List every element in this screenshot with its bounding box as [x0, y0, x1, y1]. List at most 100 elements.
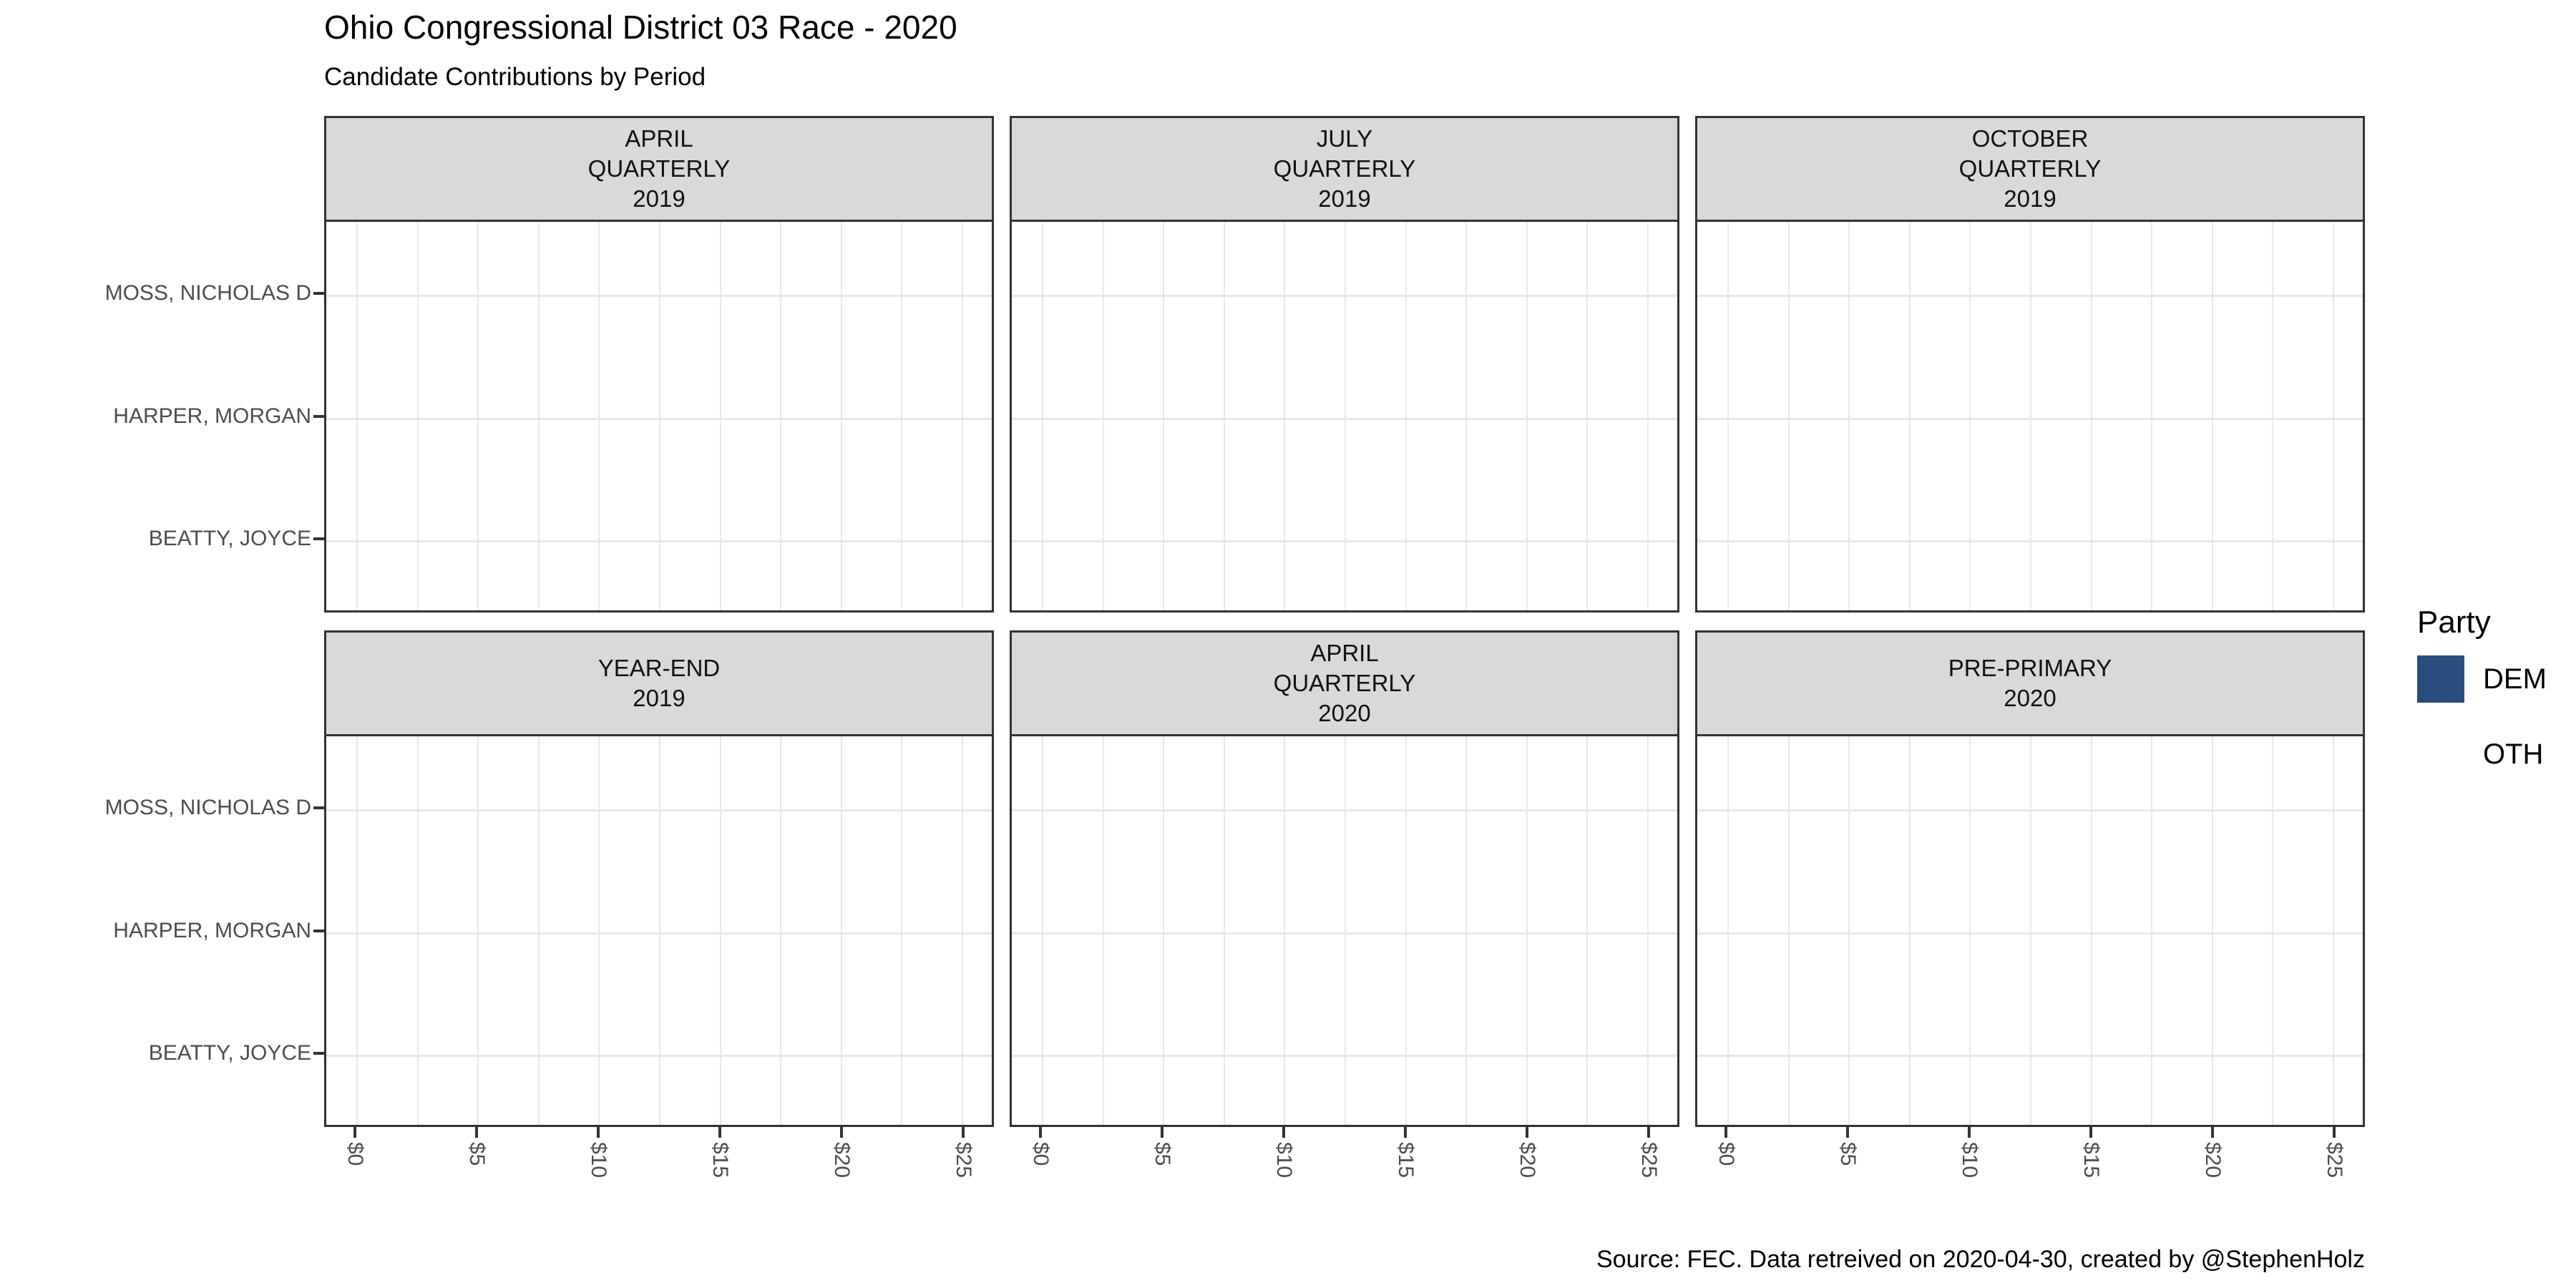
gridline-vertical	[2272, 736, 2274, 1125]
gridline-vertical	[537, 222, 540, 610]
gridline-vertical	[961, 222, 963, 610]
gridline-vertical	[1405, 222, 1407, 610]
facet-strip-label: QUARTERLY	[1273, 155, 1416, 182]
facet-strip-label: 2020	[1318, 700, 1371, 726]
x-axis-tick-label: $20	[1516, 1142, 1539, 1179]
facet-strip-label: QUARTERLY	[587, 155, 731, 182]
y-axis-tick-label: BEATTY, JOYCE	[148, 1041, 311, 1065]
facet-strip-label: 2019	[633, 185, 686, 212]
gridline-vertical	[1345, 222, 1346, 610]
gridline-horizontal	[326, 540, 992, 542]
x-axis-tick-mark	[1647, 1127, 1650, 1138]
x-axis-tick-mark	[353, 1127, 356, 1138]
x-axis-tick-label: $5	[1836, 1142, 1860, 1166]
gridline-vertical	[1284, 736, 1286, 1125]
facet-strip-label: QUARTERLY	[1273, 670, 1416, 696]
gridline-vertical	[2151, 736, 2153, 1125]
x-axis-tick-mark	[1724, 1127, 1727, 1138]
facet-panel	[1695, 220, 2365, 613]
gridline-vertical	[2090, 222, 2092, 610]
facet-strip-label: QUARTERLY	[1958, 155, 2102, 182]
x-axis-tick-label: $20	[2201, 1142, 2225, 1179]
gridline-vertical	[780, 736, 782, 1125]
gridline-vertical	[1102, 736, 1104, 1125]
gridline-vertical	[1908, 736, 1911, 1125]
gridline-vertical	[2030, 222, 2031, 610]
gridline-vertical	[1223, 736, 1225, 1125]
y-axis-tick-label: HARPER, MORGAN	[113, 919, 311, 942]
gridline-vertical	[1163, 736, 1165, 1125]
facet-panel	[1010, 734, 1679, 1127]
gridline-vertical	[598, 222, 600, 610]
gridline-horizontal	[326, 1055, 992, 1057]
legend-entry-oth: OTH	[2417, 731, 2547, 778]
gridline-vertical	[1284, 222, 1286, 610]
gridline-horizontal	[1012, 809, 1677, 811]
x-axis-tick-mark	[1039, 1127, 1042, 1138]
gridline-vertical	[2332, 736, 2334, 1125]
y-axis-tick-label: BEATTY, JOYCE	[148, 527, 311, 550]
y-axis-tick-label: MOSS, NICHOLAS D	[104, 796, 311, 819]
gridline-vertical	[2211, 736, 2213, 1125]
gridline-vertical	[2211, 222, 2213, 610]
legend-label-oth: OTH	[2483, 738, 2544, 770]
plot-subtitle: Candidate Contributions by Period	[324, 63, 706, 91]
gridline-vertical	[477, 222, 479, 610]
facet-panel	[324, 220, 994, 613]
y-axis-tick-label: HARPER, MORGAN	[113, 404, 311, 428]
gridline-vertical	[1646, 222, 1649, 610]
facet-strip: JULY QUARTERLY 2019	[1010, 116, 1679, 222]
facet-panel	[324, 734, 994, 1127]
gridline-horizontal	[326, 932, 992, 935]
gridline-vertical	[1042, 222, 1044, 610]
legend-title: Party	[2417, 605, 2491, 640]
y-axis-tick-mark	[313, 415, 324, 418]
gridline-horizontal	[1012, 295, 1677, 297]
gridline-vertical	[416, 736, 419, 1125]
dem-color-swatch	[2417, 655, 2464, 703]
x-axis-tick-mark	[840, 1127, 843, 1138]
legend: Party DEM OTH	[2417, 605, 2547, 806]
x-axis-tick-label: $0	[1029, 1142, 1053, 1166]
x-axis-tick-label: $0	[343, 1142, 367, 1166]
gridline-vertical	[1586, 222, 1589, 610]
gridline-vertical	[1526, 222, 1528, 610]
gridline-vertical	[659, 736, 660, 1125]
gridline-horizontal	[1697, 418, 2363, 420]
facet-strip-label: APRIL	[1310, 640, 1379, 666]
x-axis-tick-label: $25	[2323, 1142, 2346, 1179]
gridline-vertical	[2272, 222, 2274, 610]
gridline-vertical	[901, 736, 903, 1125]
x-axis-tick-mark	[1846, 1127, 1849, 1138]
gridline-vertical	[1727, 222, 1729, 610]
x-axis-tick-mark	[2211, 1127, 2214, 1138]
x-axis-tick-label: $5	[465, 1142, 489, 1166]
gridline-vertical	[2030, 736, 2031, 1125]
legend-entry-dem: DEM	[2417, 655, 2547, 703]
gridline-horizontal	[326, 295, 992, 297]
x-axis-tick-label: $0	[1714, 1142, 1738, 1166]
x-axis-tick-mark	[597, 1127, 600, 1138]
x-axis-tick-label: $20	[830, 1142, 854, 1179]
gridline-horizontal	[1697, 540, 2363, 542]
gridline-horizontal	[1697, 809, 2363, 811]
gridline-vertical	[598, 736, 600, 1125]
facet-panel	[1010, 220, 1679, 613]
gridline-horizontal	[1012, 540, 1677, 542]
gridline-vertical	[1787, 736, 1790, 1125]
facet-strip: YEAR-END 2019	[324, 630, 994, 736]
gridline-vertical	[1465, 736, 1468, 1125]
x-axis-tick-mark	[962, 1127, 965, 1138]
gridline-vertical	[659, 222, 660, 610]
gridline-horizontal	[326, 809, 992, 811]
plot-caption: Source: FEC. Data retreived on 2020-04-3…	[1596, 1246, 2365, 1273]
oth-color-swatch	[2417, 731, 2464, 778]
y-axis-tick-label: MOSS, NICHOLAS D	[104, 281, 311, 305]
x-axis-tick-label: $10	[1958, 1142, 1981, 1179]
y-axis-tick-mark	[313, 930, 324, 932]
x-axis-tick-label: $25	[1637, 1142, 1661, 1179]
x-axis-tick-label: $10	[587, 1142, 610, 1179]
gridline-vertical	[1345, 736, 1346, 1125]
gridline-vertical	[1163, 222, 1165, 610]
